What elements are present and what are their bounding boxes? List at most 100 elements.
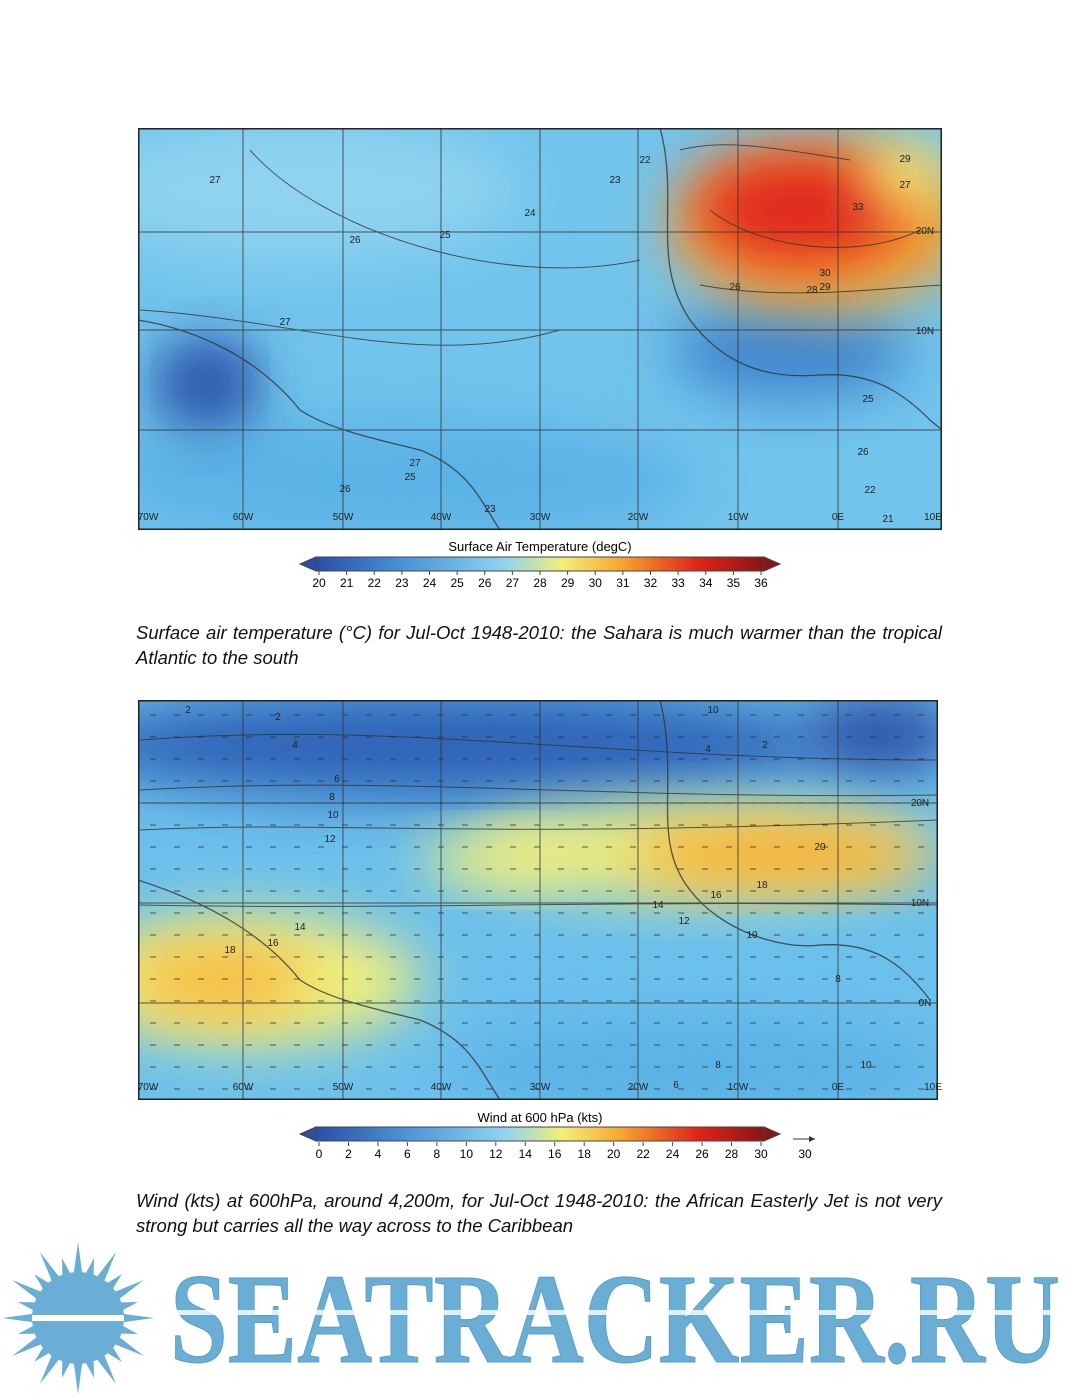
sun-ray [85, 1258, 95, 1277]
logo: SEATRACKER.RU [2, 1242, 1061, 1394]
contour-label: 25 [404, 472, 416, 483]
contour-label: 4 [705, 744, 711, 755]
sun-ray [18, 1301, 37, 1311]
colorbar-tick-label: 22 [636, 1147, 650, 1161]
longitude-label: 10W [728, 512, 749, 523]
sun-ray [113, 1336, 144, 1356]
colorbar-tick-label: 4 [375, 1147, 382, 1161]
colorbar-tick-label: 8 [434, 1147, 441, 1161]
longitude-label: 10W [728, 1082, 749, 1093]
longitude-label: 60W [233, 1082, 254, 1093]
colorbar-tick-label: 28 [533, 576, 547, 590]
longitude-label: 50W [333, 512, 354, 523]
sun-ray [96, 1252, 116, 1283]
contour-label: 18 [224, 945, 236, 956]
contour-label: 25 [862, 394, 874, 405]
logo-sun [2, 1242, 154, 1394]
longitude-label: 30W [530, 1082, 551, 1093]
contour-label: 27 [899, 180, 911, 191]
contour-label: 22 [864, 485, 876, 496]
longitude-label: 10E [924, 1082, 942, 1093]
wind-map [138, 700, 938, 1100]
colorbar-tick-label: 24 [423, 576, 437, 590]
contour-label: 27 [209, 175, 221, 186]
caption: Surface air temperature (°C) for Jul-Oct… [136, 622, 942, 668]
colorbar-tick-label: 33 [671, 576, 685, 590]
colorbar-tick-label: 2 [345, 1147, 352, 1161]
contour-label: 6 [334, 774, 340, 785]
colorbar-title: Surface Air Temperature (degC) [448, 539, 631, 554]
contour-label: 22 [639, 155, 651, 166]
contour-label: 10 [707, 705, 719, 716]
colorbar-tick-label: 6 [404, 1147, 411, 1161]
colorbar-tick-label: 10 [460, 1147, 474, 1161]
colorbar-max [763, 1126, 782, 1142]
contour-label: 23 [609, 175, 621, 186]
vector-key-head [809, 1136, 815, 1142]
sun-ray [73, 1361, 83, 1394]
colorbar-tick-label: 14 [519, 1147, 533, 1161]
latitude-label: 20N [916, 226, 934, 237]
latitude-label: 10N [916, 326, 934, 337]
longitude-label: 20W [628, 512, 649, 523]
sun-ray [12, 1336, 43, 1356]
longitude-label: 40W [431, 512, 452, 523]
contour-label: 24 [524, 208, 536, 219]
logo-stripe [170, 1310, 1060, 1315]
contour-label: 26 [339, 484, 351, 495]
contour-label: 10 [860, 1060, 872, 1071]
contour-label: 18 [756, 880, 768, 891]
longitude-label: 0E [832, 512, 845, 523]
contour-label: 8 [715, 1060, 721, 1071]
colorbar-tick-label: 18 [578, 1147, 592, 1161]
contour-label: 29 [819, 282, 831, 293]
contour-label: 12 [678, 916, 690, 927]
contour-label: 26 [349, 235, 361, 246]
colorbar [315, 1126, 765, 1142]
latitude-label: 0N [919, 998, 932, 1009]
colorbar-tick-label: 20 [607, 1147, 621, 1161]
contour-label: 20 [814, 842, 826, 853]
contour-label: 8 [835, 974, 841, 985]
contour-label: 23 [484, 504, 496, 515]
contour-label: 14 [652, 900, 664, 911]
colorbar-tick-label: 12 [489, 1147, 503, 1161]
contour-label: 6 [673, 1080, 679, 1091]
sun-ray [61, 1359, 71, 1378]
colorbar-tick-label: 23 [395, 576, 409, 590]
sun-ray [40, 1252, 60, 1283]
contour-label: 30 [819, 268, 831, 279]
longitude-label: 40W [431, 1082, 452, 1093]
colorbar-tick-label: 35 [727, 576, 741, 590]
colorbar-tick-label: 20 [312, 576, 326, 590]
colorbar-tick-label: 25 [450, 576, 464, 590]
colorbar-tick-label: 24 [666, 1147, 680, 1161]
sun-ray [40, 1353, 60, 1384]
contour-label: 2 [762, 740, 768, 751]
contour-label: 16 [267, 938, 279, 949]
sun-ray [18, 1325, 37, 1335]
sun-ray [96, 1353, 116, 1384]
sun-ray [113, 1280, 144, 1300]
sun-ray [2, 1313, 35, 1323]
contour-label: 25 [439, 230, 451, 241]
latitude-label: 10N [911, 898, 929, 909]
contour-label: 21 [882, 514, 894, 525]
contour-label: 27 [409, 458, 421, 469]
contour-label: 29 [899, 154, 911, 165]
colorbar-tick-label: 28 [725, 1147, 739, 1161]
longitude-label: 70W [138, 512, 159, 523]
colorbar-tick-label: 31 [616, 576, 630, 590]
colorbar-tick-label: 36 [754, 576, 768, 590]
contour-label: 4 [292, 740, 298, 751]
colorbar [315, 556, 765, 572]
colorbar-max [763, 556, 782, 572]
sun-stripe [32, 1315, 124, 1321]
sun-ray [119, 1325, 138, 1335]
colorbar-tick-label: 32 [644, 576, 658, 590]
contour-label: 2 [185, 705, 191, 716]
longitude-label: 10E [924, 512, 942, 523]
contour-label: 10 [746, 930, 758, 941]
